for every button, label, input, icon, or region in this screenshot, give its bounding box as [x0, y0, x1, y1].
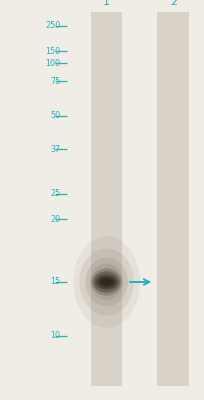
Text: 20: 20 — [50, 215, 60, 224]
Ellipse shape — [85, 258, 127, 306]
Bar — [157, 12, 188, 386]
Ellipse shape — [91, 268, 121, 296]
Text: 37: 37 — [50, 145, 60, 154]
Ellipse shape — [73, 236, 139, 328]
Ellipse shape — [90, 264, 123, 300]
Text: 75: 75 — [50, 77, 60, 86]
Text: 15: 15 — [50, 278, 60, 286]
Text: 10: 10 — [50, 332, 60, 340]
Bar — [90, 12, 122, 386]
Ellipse shape — [79, 248, 133, 316]
Text: 100: 100 — [45, 59, 60, 68]
Text: 2: 2 — [169, 0, 176, 7]
Text: 1: 1 — [103, 0, 110, 7]
Ellipse shape — [95, 274, 117, 290]
Ellipse shape — [98, 277, 114, 287]
Text: 50: 50 — [50, 112, 60, 120]
Text: 25: 25 — [50, 190, 60, 198]
Ellipse shape — [93, 271, 119, 293]
Text: 250: 250 — [45, 22, 60, 30]
Ellipse shape — [100, 279, 112, 285]
Text: 150: 150 — [45, 47, 60, 56]
